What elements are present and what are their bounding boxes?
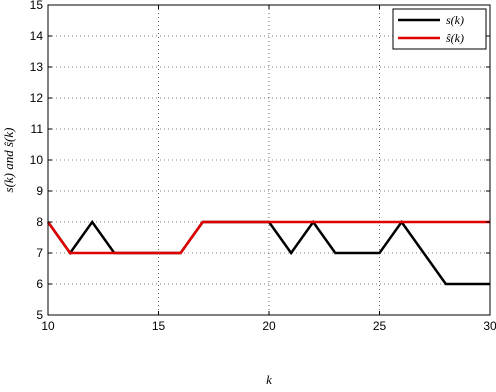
y-tick-labels: 5 6 7 8 9 10 11 12 13 14 15 [30,0,44,322]
y-tick-label: 10 [30,153,44,167]
axis-ticks [47,4,491,316]
y-axis-label: s(k) and ŝ(k) [1,128,16,193]
y-tick-label: 6 [36,277,43,291]
y-tick-label: 8 [36,215,43,229]
x-tick-label: 15 [152,319,166,333]
x-tick-label: 20 [262,319,276,333]
y-tick-label: 11 [31,122,44,136]
series-layer [46,219,490,286]
x-tick-label: 30 [483,319,496,333]
series-s-hat-line [46,220,490,255]
x-tick-labels: 10 15 20 25 30 [41,319,496,333]
legend-label-s-hat: ŝ(k) [446,31,464,45]
legend-label-s: s(k) [446,13,464,27]
legend: s(k) ŝ(k) [392,8,487,50]
y-tick-label: 14 [30,29,44,43]
y-tick-label: 15 [30,0,44,12]
x-tick-label: 10 [41,319,55,333]
x-axis-label: k [266,372,272,387]
y-tick-label: 9 [36,184,43,198]
y-tick-label: 7 [36,246,43,260]
y-tick-label: 13 [30,60,44,74]
x-tick-label: 25 [373,319,387,333]
y-tick-label: 12 [30,91,44,105]
legend-box [392,8,487,50]
y-tick-label: 5 [36,308,43,322]
